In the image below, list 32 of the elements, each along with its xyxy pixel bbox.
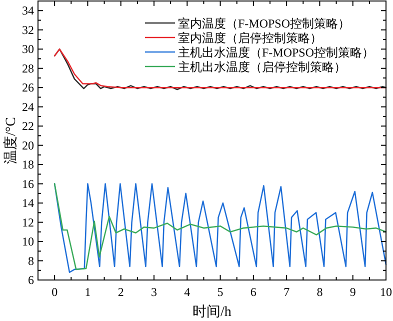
- x-tick-label: 2: [118, 285, 124, 299]
- y-tick-label: 26: [22, 80, 34, 95]
- y-tick-label: 16: [22, 176, 34, 191]
- x-tick-label: 3: [151, 285, 157, 299]
- y-tick-label: 24: [22, 100, 34, 114]
- y-tick-label: 14: [22, 196, 34, 210]
- legend-label: 室内温度（F-MOPSO控制策略）: [178, 16, 350, 30]
- y-tick-label: 32: [22, 22, 34, 37]
- y-tick-label: 28: [22, 61, 34, 76]
- x-tick-label: 5: [217, 285, 224, 299]
- x-tick-label: 10: [380, 285, 392, 299]
- legend-label: 主机出水温度（F-MOPSO控制策略）: [178, 46, 374, 60]
- y-tick-label: 34: [22, 4, 34, 18]
- x-tick-label: 4: [184, 285, 190, 299]
- y-tick-label: 22: [22, 119, 34, 134]
- y-tick-label: 10: [22, 234, 34, 249]
- x-axis-title: 时间/h: [192, 304, 232, 320]
- y-tick-label: 30: [22, 42, 34, 56]
- x-tick-label: 6: [250, 285, 256, 299]
- legend-label: 室内温度（启停控制策略）: [178, 31, 322, 45]
- y-tick-label: 12: [22, 215, 34, 230]
- x-tick-label: 0: [52, 285, 58, 299]
- legend-label: 主机出水温度（启停控制策略）: [178, 60, 346, 74]
- y-tick-label: 8: [28, 254, 34, 268]
- x-tick-label: 1: [84, 285, 91, 299]
- y-tick-label: 20: [22, 138, 34, 152]
- y-tick-label: 18: [22, 158, 34, 172]
- x-tick-label: 7: [284, 285, 290, 299]
- y-tick-label: 6: [28, 273, 34, 287]
- x-tick-label: 9: [350, 285, 356, 299]
- x-tick-label: 8: [316, 285, 323, 299]
- y-axis-title: 温度/°C: [3, 117, 19, 164]
